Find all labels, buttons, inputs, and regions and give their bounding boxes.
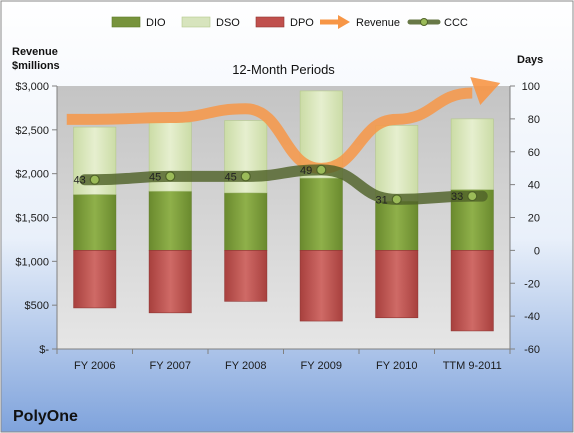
bar-dpo bbox=[148, 250, 192, 314]
category-label: FY 2008 bbox=[225, 360, 266, 372]
left-tick-label: $1,500 bbox=[15, 213, 49, 225]
right-tick-label: -40 bbox=[524, 311, 540, 323]
left-axis-label: Revenue bbox=[12, 46, 58, 58]
company-name: PolyOne bbox=[13, 408, 78, 425]
bars bbox=[73, 90, 494, 332]
legend-item-dso: DSO bbox=[181, 16, 240, 29]
category-label: FY 2009 bbox=[301, 360, 342, 372]
ccc-point bbox=[391, 194, 402, 205]
category-label: TTM 9-2011 bbox=[443, 360, 502, 372]
ccc-point bbox=[316, 164, 327, 175]
left-axis-ticks: $- $500 $1,000 $1,500 $2,000 $2,500 $3,000 bbox=[15, 81, 58, 356]
revenue-line bbox=[66, 87, 473, 174]
bar-dio bbox=[148, 190, 192, 251]
ccc-point bbox=[467, 191, 478, 202]
right-tick-label: 80 bbox=[528, 114, 540, 126]
bar-dpo bbox=[299, 250, 343, 322]
legend-item-revenue: Revenue bbox=[320, 15, 400, 29]
right-tick-label: 20 bbox=[528, 213, 540, 225]
legend-swatch bbox=[111, 16, 141, 28]
legend-label: CCC bbox=[444, 17, 468, 29]
bar-dso bbox=[375, 125, 419, 202]
ccc-data-label: 49 bbox=[300, 165, 312, 177]
category-label: FY 2006 bbox=[74, 360, 115, 372]
legend-swatch-marker bbox=[420, 18, 428, 26]
legend-label: Revenue bbox=[356, 17, 400, 29]
right-tick-label: 100 bbox=[522, 81, 540, 93]
left-tick-label: $- bbox=[39, 344, 49, 356]
ccc-data-label: 45 bbox=[149, 171, 161, 183]
left-tick-label: $1,000 bbox=[15, 256, 49, 268]
right-tick-label: 40 bbox=[528, 180, 540, 192]
ccc-point bbox=[240, 171, 251, 182]
category-label: FY 2010 bbox=[376, 360, 417, 372]
bar-dpo bbox=[224, 250, 268, 302]
legend-label: DPO bbox=[290, 17, 314, 29]
left-tick-label: $3,000 bbox=[15, 81, 49, 93]
legend-item-dpo: DPO bbox=[255, 16, 314, 29]
ccc-data-label: 31 bbox=[376, 194, 388, 206]
right-tick-label: 0 bbox=[534, 245, 540, 257]
left-tick-label: $2,000 bbox=[15, 169, 49, 181]
left-tick-label: $2,500 bbox=[15, 125, 49, 137]
ccc-data-label: 43 bbox=[74, 175, 86, 187]
chart-title: 12-Month Periods bbox=[232, 62, 335, 77]
legend-item-ccc: CCC bbox=[407, 17, 468, 29]
bar-dio bbox=[299, 177, 343, 251]
ccc-point bbox=[89, 174, 100, 185]
bar-dpo bbox=[375, 250, 419, 319]
legend-swatch-arrowhead bbox=[338, 15, 350, 29]
bar-dio bbox=[73, 194, 117, 251]
ccc-point bbox=[165, 171, 176, 182]
ccc-line bbox=[79, 164, 488, 205]
bar-dio bbox=[224, 192, 268, 251]
right-tick-label: -60 bbox=[524, 344, 540, 356]
right-tick-label: -20 bbox=[524, 278, 540, 290]
legend-label: DSO bbox=[216, 17, 240, 29]
revenue-arrowhead bbox=[470, 77, 501, 106]
legend-swatch bbox=[181, 16, 211, 28]
bar-dpo bbox=[450, 250, 494, 332]
bar-dpo bbox=[73, 250, 117, 309]
category-labels: FY 2006 FY 2007 FY 2008 FY 2009 FY 2010 TTM 9… bbox=[56, 348, 511, 372]
ccc-data-label: 33 bbox=[451, 191, 463, 203]
right-tick-label: 60 bbox=[528, 147, 540, 159]
legend-swatch bbox=[255, 16, 285, 28]
legend: DIO DSO DPO Revenue CCC bbox=[111, 15, 468, 29]
legend-item-dio: DIO bbox=[111, 16, 166, 29]
left-tick-label: $500 bbox=[25, 300, 49, 312]
plot-area bbox=[57, 86, 510, 349]
bar-dso bbox=[450, 118, 494, 190]
ccc-data-label: 45 bbox=[225, 171, 237, 183]
left-axis-label-units: $millions bbox=[12, 60, 60, 72]
category-label: FY 2007 bbox=[150, 360, 191, 372]
right-axis-label: Days bbox=[517, 54, 543, 66]
legend-label: DIO bbox=[146, 17, 166, 29]
bar-dio bbox=[375, 200, 419, 251]
right-axis-ticks: -60 -40 -20 0 20 40 60 80 100 bbox=[509, 81, 540, 356]
lines: 43 45 45 49 31 33 bbox=[66, 77, 501, 206]
